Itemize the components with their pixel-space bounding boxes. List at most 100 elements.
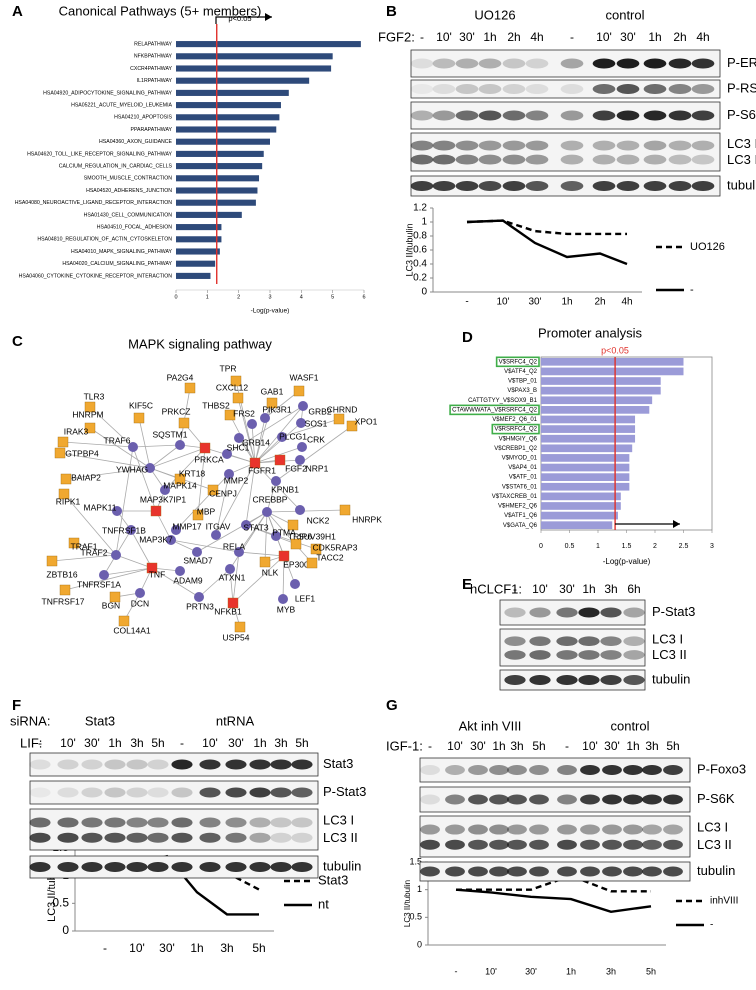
legend-label: inhVIII	[710, 896, 738, 907]
x-tick-label: 10'	[485, 966, 497, 976]
node-label: ATXN1	[219, 572, 246, 582]
blot-band	[578, 675, 600, 685]
blot-row-label: tubulin	[652, 671, 690, 686]
blot-band	[171, 787, 193, 798]
blot-band	[445, 765, 465, 775]
network-node	[241, 520, 251, 530]
blot-band	[126, 759, 148, 770]
bar	[541, 415, 636, 424]
blot-band	[478, 140, 502, 151]
treatment-label: IGF-1:	[386, 738, 423, 753]
lane-label: -	[565, 739, 569, 753]
network-node	[310, 543, 322, 555]
network-node	[126, 525, 136, 535]
blot-band	[578, 607, 600, 618]
blot-band	[578, 636, 600, 647]
bar	[176, 260, 216, 267]
blot-band	[602, 866, 622, 877]
lane-label: -	[513, 582, 517, 596]
node-label: MMP2	[224, 475, 249, 485]
node-label: SOS1	[305, 418, 328, 428]
network-edge	[198, 568, 231, 598]
category-label: IL1RPATHWAY	[137, 78, 173, 84]
y-tick-label: 0.8	[413, 231, 427, 242]
network-node	[224, 469, 234, 479]
network-edge	[266, 511, 313, 564]
node-label: TNF	[149, 569, 166, 579]
lane-label: 3h	[604, 582, 617, 596]
network-node	[46, 555, 58, 567]
blot-band	[147, 787, 169, 798]
y-tick-label: 0.5	[52, 896, 69, 910]
network-node	[230, 375, 242, 387]
blot-band	[420, 765, 440, 775]
blot-panel	[410, 79, 721, 99]
node-label: TNFRSF17	[42, 596, 85, 606]
y-axis-label: LC3 II/tubulin	[404, 223, 414, 276]
network-node	[346, 420, 358, 432]
bar	[541, 396, 653, 405]
category-label: HSA01430_CELL_COMMUNICATION	[84, 212, 173, 218]
x-tick-label: 10'	[496, 297, 509, 308]
node-label: FRS2	[233, 408, 255, 418]
network-node	[174, 473, 186, 485]
node-label: PRKCZ	[162, 406, 191, 416]
network-edge	[215, 462, 256, 536]
blot-band	[445, 866, 465, 877]
blot-band	[616, 181, 640, 191]
blot-row-label: tubulin	[323, 858, 361, 873]
x-tick-label: 0.5	[565, 543, 575, 550]
category-label: CXCR4PATHWAY	[130, 66, 172, 72]
y-tick-label: 1	[421, 217, 427, 228]
blot-band	[600, 650, 622, 660]
lane-label: 5h	[532, 739, 545, 753]
x-tick-label: 4h	[621, 297, 632, 308]
blot-band	[478, 181, 502, 191]
blot-band	[616, 154, 640, 165]
blot-band	[502, 154, 526, 165]
x-tick-label: 30'	[528, 297, 541, 308]
node-label: COL14A1	[113, 625, 151, 635]
network-node	[278, 550, 290, 562]
blot-band	[529, 839, 549, 850]
blot-band	[445, 794, 465, 805]
blot-band	[643, 181, 667, 191]
network-edge	[238, 551, 285, 557]
x-tick-label: 3h	[606, 966, 616, 976]
x-tick-label: 3	[268, 294, 271, 300]
network-node	[192, 547, 202, 557]
node-label: SUV39H1	[298, 531, 336, 541]
network-node	[277, 432, 287, 442]
blot-row-label: Stat3	[323, 756, 353, 771]
network-node	[296, 418, 306, 428]
blot-band	[249, 759, 271, 770]
lane-label: 5h	[666, 739, 679, 753]
bar	[541, 502, 621, 510]
legend-label: -	[710, 920, 713, 931]
network-node	[211, 530, 221, 540]
x-tick-label: 1h	[190, 941, 203, 955]
network-node	[287, 519, 299, 531]
category-label: HSA04620_TOLL_LIKE_RECEPTOR_SIGNALING_PA…	[27, 151, 172, 157]
category-label: HSA04210_APOPTOSIS	[114, 115, 172, 121]
node-label: MAPK11	[84, 502, 117, 512]
blot-band	[668, 58, 692, 69]
node-label: SHC1	[227, 442, 250, 452]
node-label: MYB	[277, 604, 296, 614]
blot-band	[602, 765, 622, 775]
network-node	[135, 588, 145, 598]
blot-band	[270, 787, 292, 798]
network-edge	[215, 473, 230, 536]
bar	[541, 511, 618, 520]
bar	[176, 272, 211, 279]
network-node	[166, 535, 176, 545]
blot-band	[668, 140, 692, 151]
blot-band	[81, 817, 103, 828]
network-node	[133, 412, 145, 424]
blot-band	[600, 636, 622, 647]
node-label: TNFRSF1B	[102, 525, 146, 535]
blot-band	[291, 862, 313, 872]
blot-band	[643, 154, 667, 165]
network-node	[295, 505, 305, 515]
legend-label: UO126	[690, 241, 725, 253]
